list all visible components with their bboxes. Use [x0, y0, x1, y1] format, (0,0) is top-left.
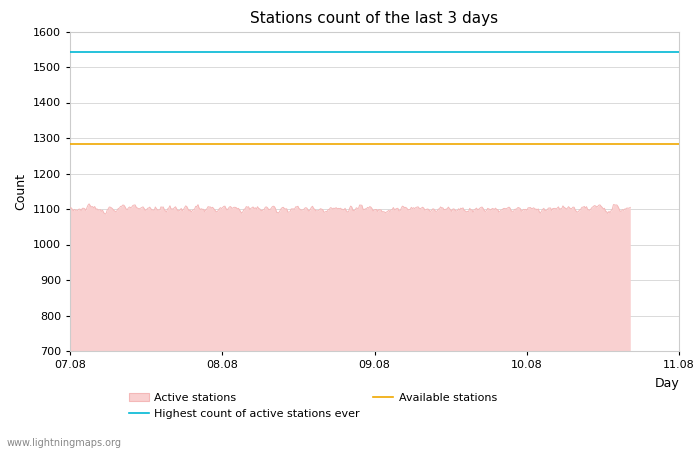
- Text: www.lightningmaps.org: www.lightningmaps.org: [7, 438, 122, 448]
- Y-axis label: Count: Count: [14, 173, 27, 210]
- Legend: Active stations, Highest count of active stations ever, Available stations: Active stations, Highest count of active…: [125, 388, 501, 423]
- Title: Stations count of the last 3 days: Stations count of the last 3 days: [251, 11, 498, 26]
- Text: Day: Day: [654, 377, 679, 390]
